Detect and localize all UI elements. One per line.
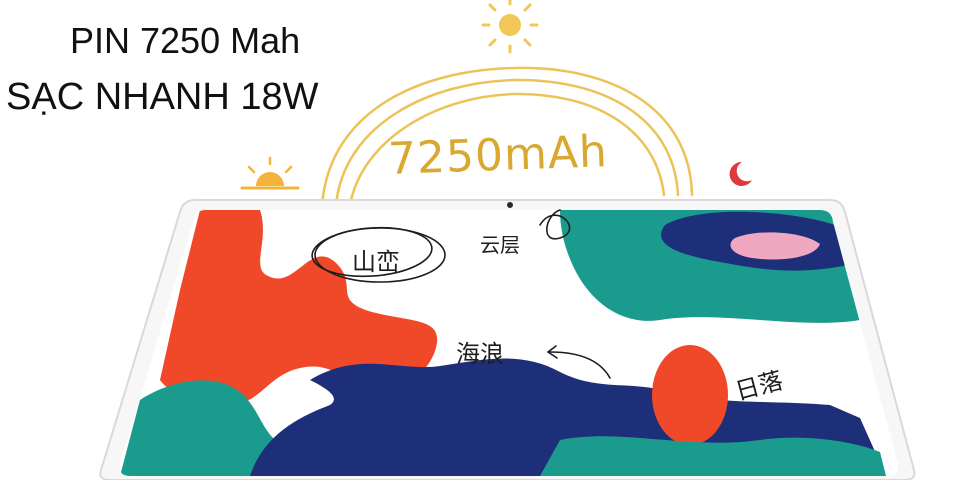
label-wave: 海浪 [456,340,504,368]
wave-arrow [549,351,611,379]
front-camera [507,202,513,208]
battery-capacity-badge: 7250mAh [387,126,609,185]
moon-icon [729,161,752,186]
label-cloud: 云层 [480,233,520,257]
sunrise-icon [240,156,300,190]
fast-charging-text: SẠC NHANH 18W [6,76,319,118]
badge-swirl [320,66,694,207]
battery-capacity-text: PIN 7250 Mah [70,20,301,61]
tablet-screen [119,210,899,476]
label-mountain: 山峦 [352,248,400,276]
sun-icon [481,0,539,54]
cloud-swirl [539,209,571,240]
